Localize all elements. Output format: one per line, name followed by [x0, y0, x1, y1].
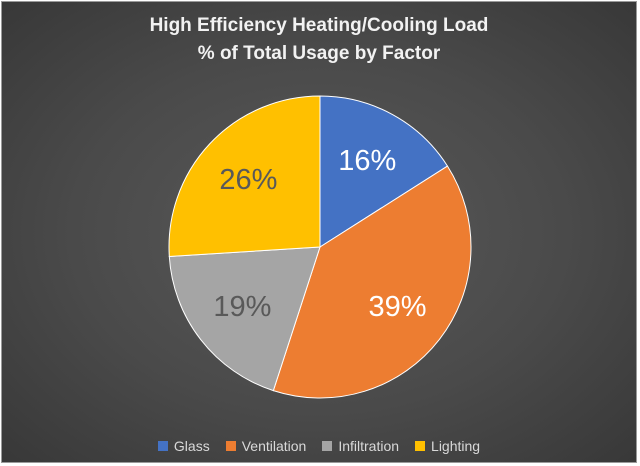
legend: Glass Ventilation Infiltration Lighting	[2, 438, 636, 454]
pie-slice-lighting	[168, 95, 321, 258]
pie-slice-glass	[319, 95, 449, 248]
legend-swatch-glass	[157, 441, 168, 451]
legend-label-glass: Glass	[173, 438, 210, 454]
legend-label-ventilation: Ventilation	[241, 438, 307, 454]
pie-slices	[168, 95, 472, 399]
data-label-infiltration: 19%	[213, 291, 271, 323]
legend-item-lighting: Lighting	[415, 438, 480, 454]
legend-item-glass: Glass	[157, 438, 210, 454]
legend-label-infiltration: Infiltration	[338, 438, 400, 454]
pie-slice-ventilation	[272, 165, 472, 399]
data-label-glass: 16%	[338, 145, 396, 177]
pie-data-labels: 16% 39% 19% 26%	[213, 145, 426, 323]
data-label-lighting: 26%	[219, 164, 277, 196]
chart-title: High Efficiency Heating/Cooling Load % o…	[2, 12, 636, 68]
legend-swatch-ventilation	[225, 441, 236, 451]
chart-title-line-1: High Efficiency Heating/Cooling Load	[149, 15, 489, 36]
pie-slice-infiltration	[168, 246, 321, 392]
legend-label-lighting: Lighting	[431, 438, 481, 454]
data-label-ventilation: 39%	[369, 291, 427, 323]
legend-swatch-infiltration	[322, 441, 333, 451]
legend-item-ventilation: Ventilation	[225, 438, 307, 454]
chart-title-line-2: % of Total Usage by Factor	[197, 43, 441, 64]
legend-swatch-lighting	[415, 441, 426, 451]
legend-item-infiltration: Infiltration	[322, 438, 399, 454]
